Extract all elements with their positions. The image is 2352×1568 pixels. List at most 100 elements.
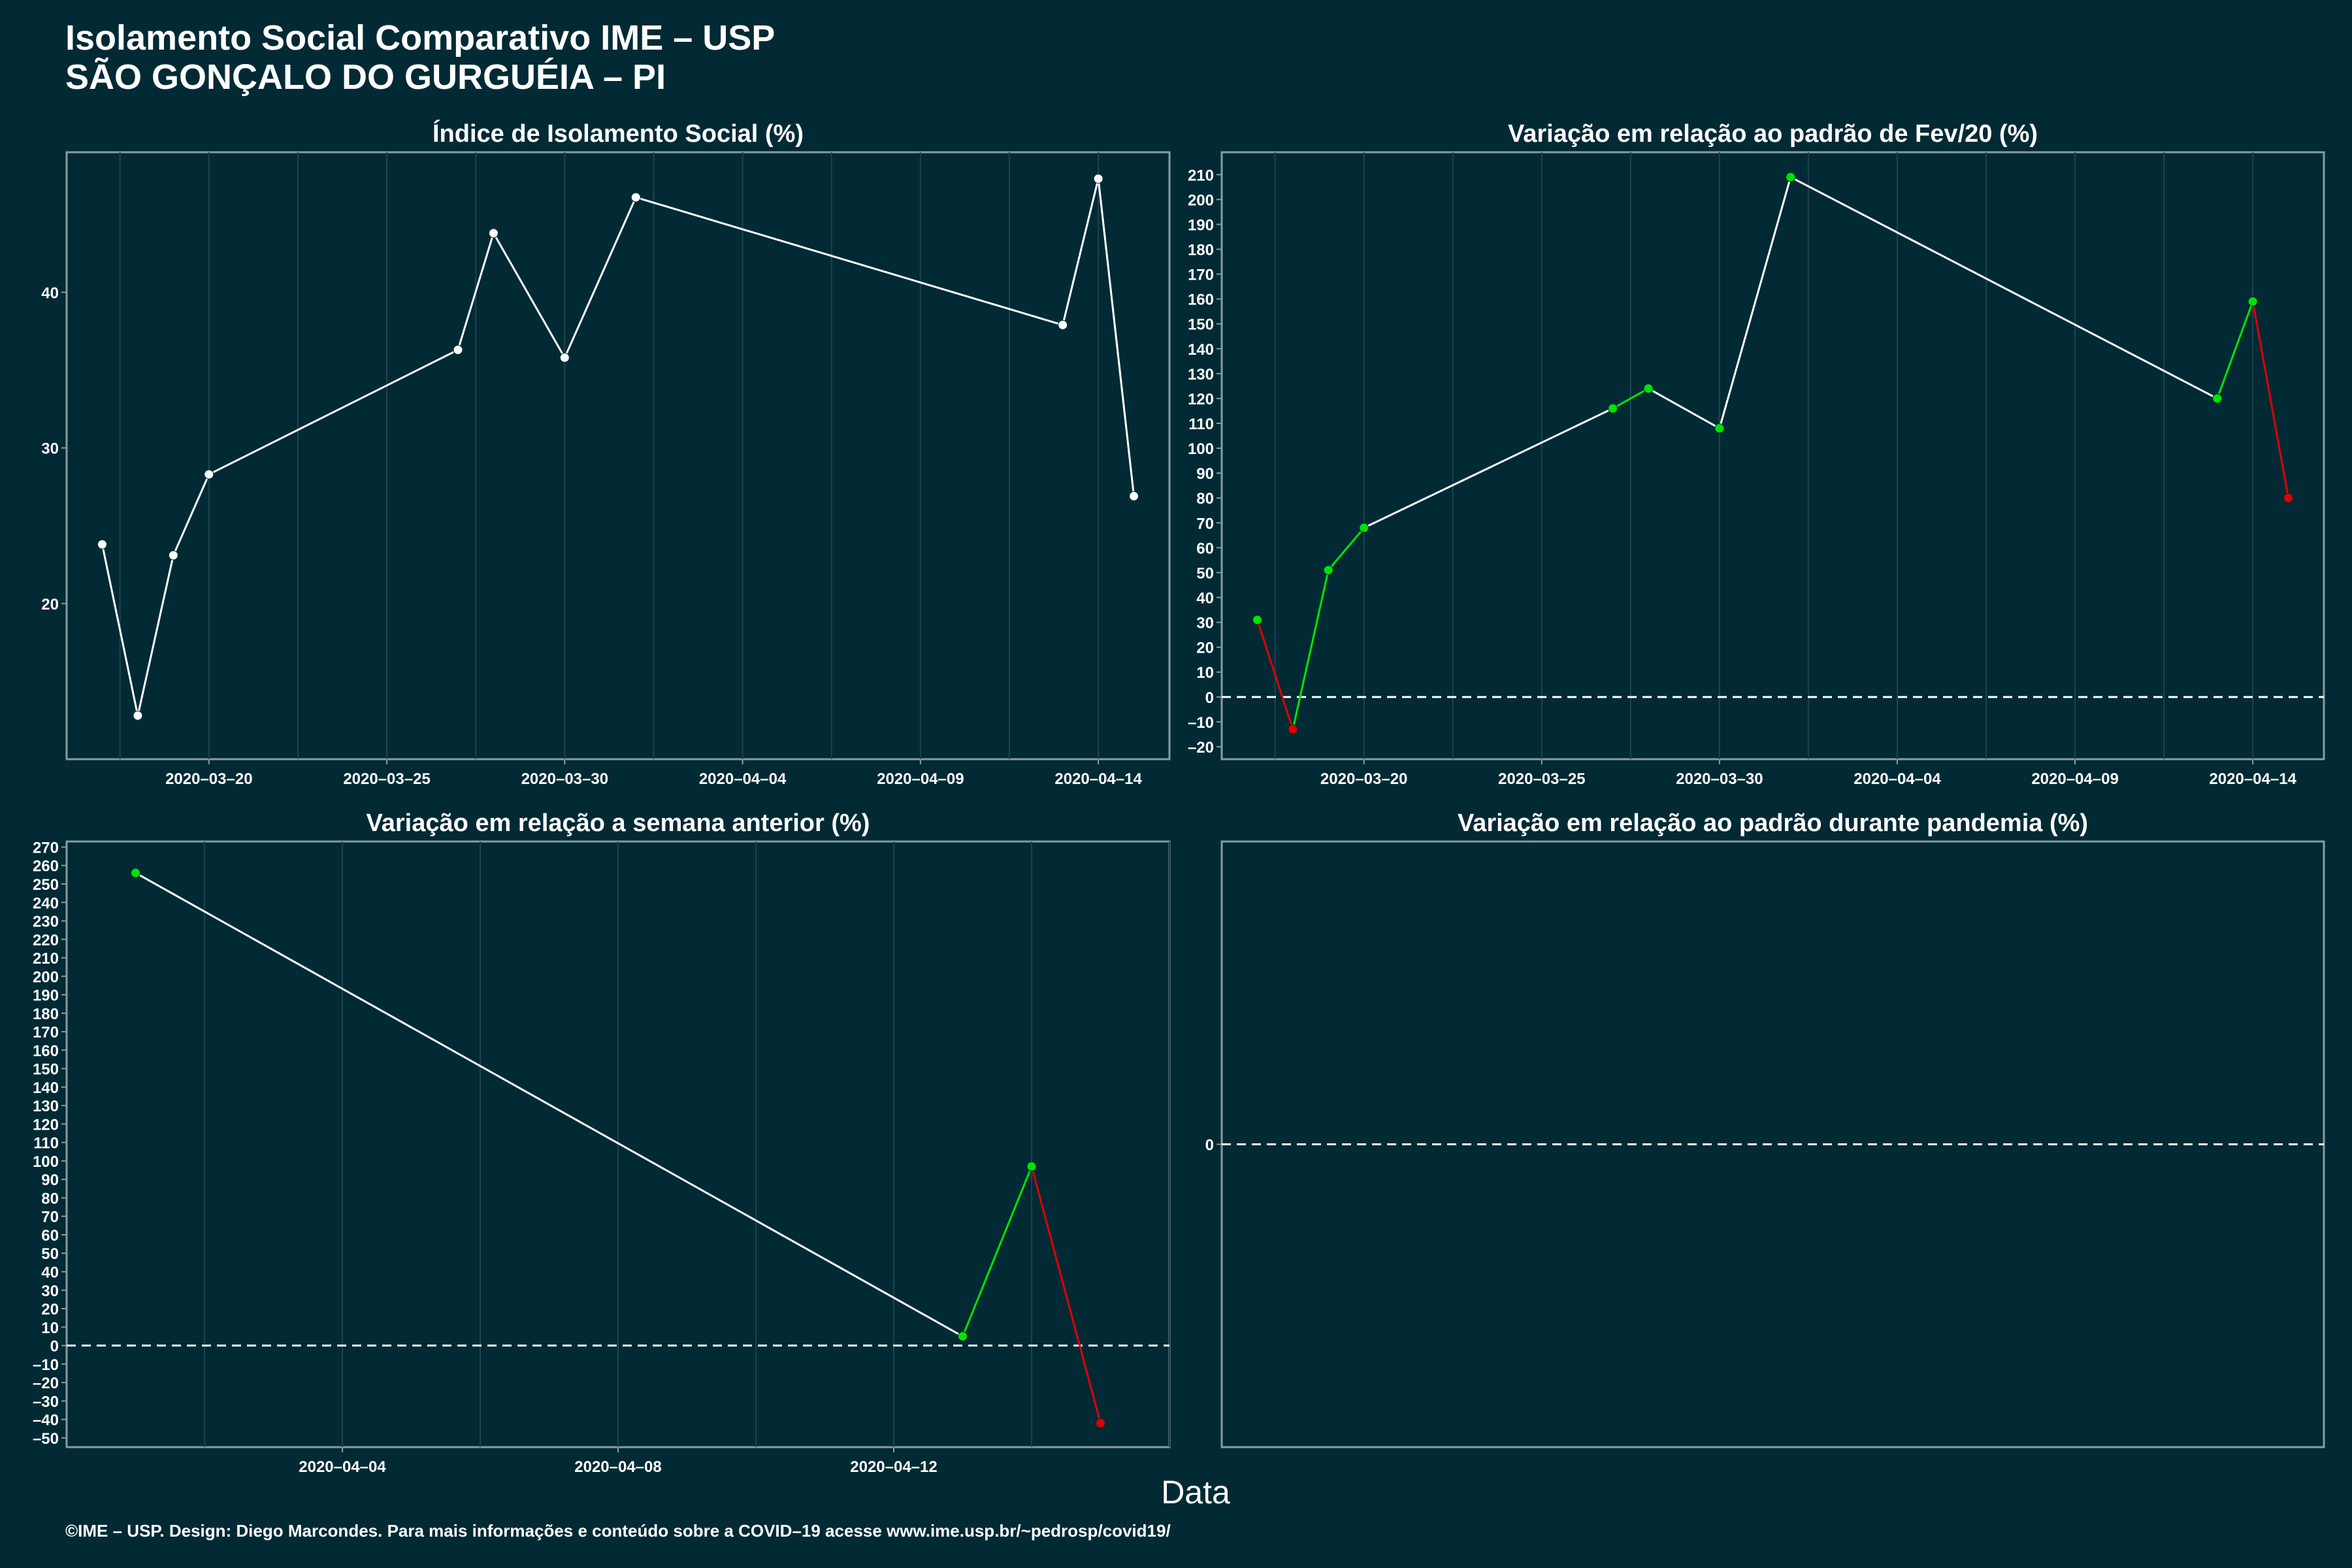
- series-segment: [1328, 527, 1365, 571]
- x-tick-label: 2020–04–08: [574, 1458, 661, 1476]
- y-tick-label: 30: [41, 440, 59, 458]
- y-tick-label: –50: [33, 1430, 59, 1448]
- x-tick-label: 2020–04–04: [1854, 770, 1941, 788]
- y-tick-label: –20: [33, 1375, 59, 1392]
- y-tick-label: 200: [33, 968, 59, 986]
- panel-frame: [1220, 151, 2325, 760]
- panel-frame: [65, 151, 1171, 760]
- y-tick-label: 30: [41, 1282, 59, 1300]
- data-point: [1026, 1161, 1037, 1171]
- series-segment: [1292, 570, 1330, 730]
- data-point: [1129, 491, 1139, 501]
- data-point: [2212, 393, 2223, 404]
- y-tick-label: 230: [33, 913, 59, 931]
- data-point: [133, 710, 143, 721]
- panel-title: Índice de Isolamento Social (%): [433, 119, 804, 148]
- x-tick-label: 2020–04–14: [2209, 770, 2296, 788]
- y-tick-label: –20: [1188, 739, 1214, 757]
- data-point: [1058, 319, 1068, 330]
- data-point: [453, 345, 463, 355]
- y-tick-label: 110: [1188, 416, 1214, 433]
- y-tick-label: 150: [33, 1061, 59, 1079]
- x-tick-label: 2020–03–25: [1498, 770, 1585, 788]
- data-point: [1359, 523, 1369, 533]
- x-tick-label: 2020–03–30: [1676, 770, 1763, 788]
- series-segment: [563, 197, 637, 359]
- y-tick-label: 170: [1188, 267, 1214, 284]
- y-tick-label: 250: [33, 876, 59, 894]
- y-tick-label: 180: [1188, 241, 1214, 259]
- y-tick-label: 0: [1205, 689, 1214, 707]
- series-segment: [137, 555, 174, 716]
- series-segment: [1648, 387, 1720, 429]
- y-tick-label: 200: [1188, 191, 1214, 209]
- x-tick-label: 2020–03–20: [165, 770, 252, 788]
- x-tick-label: 2020–04–04: [699, 770, 787, 788]
- data-point: [97, 539, 107, 549]
- y-tick-label: 110: [33, 1135, 59, 1152]
- series-segment: [1364, 407, 1614, 529]
- x-tick-label: 2020–04–09: [2031, 770, 2118, 788]
- y-tick-label: –10: [1188, 714, 1214, 732]
- data-point: [1608, 403, 1618, 414]
- y-tick-label: 90: [1196, 465, 1214, 483]
- y-tick-label: 10: [1196, 664, 1214, 682]
- series-segment: [457, 233, 495, 350]
- y-tick-label: –10: [33, 1356, 59, 1374]
- y-tick-label: 210: [1188, 167, 1214, 184]
- y-tick-label: 130: [1188, 366, 1214, 384]
- y-tick-label: 130: [33, 1098, 59, 1115]
- panel-title: Variação em relação ao padrão durante pa…: [1458, 809, 2088, 837]
- series-segment: [1062, 178, 1100, 325]
- data-point: [204, 469, 214, 480]
- x-tick-label: 2020–04–04: [299, 1458, 386, 1476]
- chart-panel-3: Variação em relação a semana anterior (%…: [33, 809, 1171, 1476]
- y-tick-label: 20: [41, 1301, 59, 1318]
- x-tick-label: 2020–04–09: [877, 770, 964, 788]
- y-tick-label: 140: [33, 1079, 59, 1097]
- y-tick-label: 90: [41, 1171, 59, 1189]
- y-tick-label: 80: [1196, 490, 1214, 508]
- y-tick-label: 40: [41, 284, 59, 302]
- x-tick-label: 2020–04–12: [850, 1458, 937, 1476]
- y-tick-label: 80: [41, 1190, 59, 1207]
- y-tick-label: 170: [33, 1024, 59, 1041]
- x-tick-label: 2020–03–20: [1320, 770, 1407, 788]
- y-tick-label: 0: [1205, 1137, 1214, 1154]
- y-tick-label: 190: [1188, 216, 1214, 234]
- data-point: [2283, 493, 2294, 503]
- data-point: [1252, 615, 1262, 625]
- data-point: [1093, 173, 1103, 184]
- panel-title: Variação em relação a semana anterior (%…: [367, 809, 870, 837]
- y-tick-label: 0: [50, 1338, 59, 1356]
- x-axis-title: Data: [1161, 1474, 1230, 1511]
- y-tick-label: 20: [1196, 640, 1214, 657]
- y-tick-label: 70: [41, 1209, 59, 1226]
- y-tick-label: 160: [33, 1042, 59, 1060]
- data-point: [1096, 1418, 1105, 1428]
- data-point: [1643, 384, 1654, 394]
- series-segment: [1790, 176, 2218, 400]
- y-tick-label: 240: [33, 894, 59, 912]
- data-point: [1786, 172, 1796, 182]
- y-tick-label: –30: [33, 1393, 59, 1411]
- y-tick-label: 40: [41, 1264, 59, 1282]
- y-tick-label: 180: [33, 1005, 59, 1023]
- y-tick-label: 270: [33, 839, 59, 857]
- chart-title: Isolamento Social Comparativo IME – USP: [65, 18, 776, 57]
- series-segment: [1718, 176, 1792, 429]
- y-tick-label: 190: [33, 987, 59, 1005]
- footer-credits: ©IME – USP. Design: Diego Marcondes. Par…: [65, 1521, 1171, 1541]
- chart-panel-4: Variação em relação ao padrão durante pa…: [1205, 809, 2325, 1448]
- series-segment: [101, 544, 139, 716]
- series-segment: [493, 233, 566, 359]
- data-point: [488, 228, 498, 238]
- data-point: [1323, 565, 1333, 576]
- data-point: [1288, 724, 1298, 734]
- series-segment: [1612, 387, 1649, 410]
- chart-panel-1: Índice de Isolamento Social (%) 20 30 40 202…: [41, 119, 1171, 788]
- y-tick-label: 220: [33, 932, 59, 949]
- y-tick-label: 70: [1196, 515, 1214, 532]
- y-tick-label: 20: [41, 596, 59, 613]
- y-tick-label: 50: [41, 1245, 59, 1263]
